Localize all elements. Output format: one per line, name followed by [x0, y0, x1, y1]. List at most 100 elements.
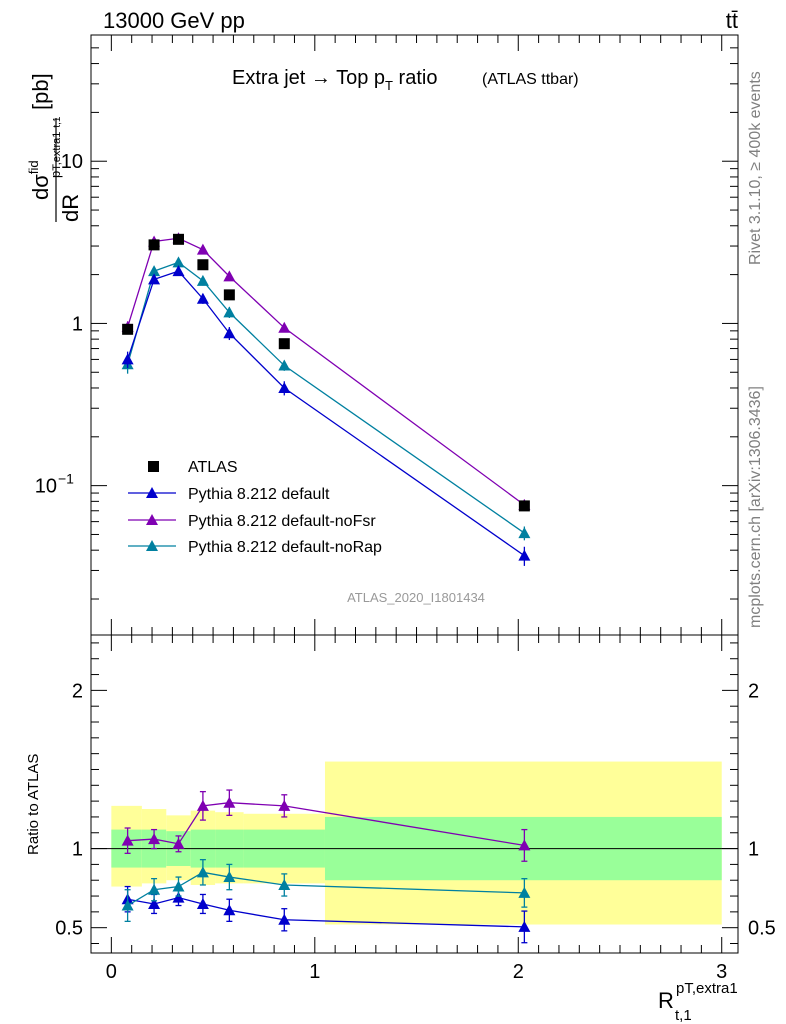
main-title: Extra jet → Top pT ratio (ATLAS ttbar): [232, 67, 579, 93]
x-axis-label: R pT,extra1 t,1: [658, 980, 738, 1024]
main-data-point: [148, 239, 160, 251]
legend-entry-default: Pythia 8.212 default: [128, 486, 330, 503]
ratio-marker: [223, 904, 236, 916]
rivet-label: Rivet 3.1.10, ≥ 400k events: [747, 71, 764, 265]
legend-entry-norap: Pythia 8.212 default-noRap: [128, 539, 382, 556]
ratio-marker: [121, 899, 134, 911]
ylabel-den: dR: [58, 194, 83, 222]
main-marker: [223, 306, 236, 318]
ratio-marker: [148, 833, 161, 845]
ratio-marker: [148, 883, 161, 895]
analysis-id: ATLAS_2020_I1801434: [347, 590, 485, 605]
ratio-marker: [278, 913, 291, 925]
main-y-label: dσfid pT,extra1t,1 dR [pb]: [26, 73, 83, 222]
ratio-marker: [278, 799, 291, 811]
main-marker: [223, 270, 236, 282]
legend-label-norap: Pythia 8.212 default-noRap: [188, 539, 382, 556]
ratio-x-tick-label: 2: [513, 961, 524, 983]
legend-entry-atlas: ATLAS: [148, 459, 238, 476]
main-data-point: [518, 500, 530, 512]
mcplots-label: mcplots.cern.ch [arXiv:1306.3436]: [747, 386, 764, 628]
ratio-x-tick-label: 3: [716, 961, 727, 983]
main-marker: [196, 292, 209, 304]
main-y-tick-label: 1: [72, 313, 83, 335]
title-main: Extra jet → Top p: [232, 67, 385, 89]
ylabel-d: d: [28, 188, 53, 200]
main-data-point: [122, 323, 134, 335]
main-data-point: [197, 259, 209, 271]
ratio-marker: [172, 891, 185, 903]
energy-label: 13000 GeV pp: [103, 8, 245, 33]
ratio-marker: [172, 880, 185, 892]
ratio-marker: [278, 878, 291, 890]
ratio-marker: [518, 839, 531, 851]
main-marker: [196, 243, 209, 255]
svg-text:Extra jet → Top pT ratio: Extra jet → Top pT ratio: [232, 67, 437, 93]
main-y-tick-label: 10: [61, 151, 83, 173]
ylabel-sigma: σ: [28, 174, 53, 188]
ratio-x-tick-label: 1: [309, 961, 320, 983]
legend-label-atlas: ATLAS: [188, 459, 238, 476]
main-marker: [518, 527, 531, 539]
legend-marker-default: [146, 487, 158, 498]
xlabel-sub: t,1: [675, 1007, 692, 1024]
main-data-point: [278, 338, 290, 350]
ratio-y-tick-label-left: 1: [72, 839, 83, 861]
ratio-marker: [148, 897, 161, 909]
legend-label-nofsr: Pythia 8.212 default-noFsr: [188, 513, 376, 530]
ratio-series: [121, 789, 531, 944]
ratio-marker: [518, 920, 531, 932]
process-label: tt̄: [726, 8, 738, 33]
ylabel-sub3: t,1: [52, 116, 63, 128]
main-data-point: [172, 233, 184, 245]
ratio-marker: [196, 897, 209, 909]
title-note: (ATLAS ttbar): [482, 71, 579, 88]
ratio-plot-frame: [90, 634, 739, 954]
main-marker: [172, 256, 185, 268]
ratio-marker: [196, 866, 209, 878]
ratio-marker: [223, 796, 236, 808]
main-marker: [148, 265, 161, 277]
main-y-tick-label: 10: [35, 476, 57, 498]
main-marker: [172, 265, 185, 277]
ratio-x-ticks: 0 1 2 3: [106, 635, 727, 983]
ratio-marker: [196, 799, 209, 811]
title-sub: T: [385, 78, 393, 93]
ratio-y-tick-label-right: 1: [748, 839, 759, 861]
main-marker: [121, 353, 134, 365]
main-marker: [148, 273, 161, 285]
xlabel-main: R: [658, 988, 674, 1013]
ratio-panel: 0.5 0.5 1 1 2 2 0 1 2 3 Ratio to ATLAS R pT,extr…: [25, 634, 776, 1024]
ratio-y-tick-label-right: 2: [748, 680, 759, 702]
main-marker: [196, 274, 209, 286]
legend-marker-atlas: [148, 461, 159, 472]
ratio-y-tick-label-left: 2: [72, 680, 83, 702]
ratio-x-tick-label: 0: [106, 961, 117, 983]
ratio-y-ticks: 0.5 0.5 1 1 2 2: [55, 642, 776, 945]
ylabel-sub2: T,extra1: [51, 132, 63, 171]
ratio-marker: [223, 871, 236, 883]
main-series: [121, 232, 531, 566]
ylabel-sup: fid: [26, 160, 41, 174]
ratio-marker: [518, 886, 531, 898]
ratio-y-tick-label-left: 0.5: [55, 918, 83, 940]
legend: ATLAS Pythia 8.212 default Pythia 8.212 …: [128, 459, 382, 556]
main-marker: [278, 381, 291, 393]
svg-text:dσfid: dσfid: [26, 160, 53, 200]
legend-marker-nofsr: [146, 514, 158, 525]
main-x-ticks: [110, 35, 723, 635]
legend-entry-nofsr: Pythia 8.212 default-noFsr: [128, 513, 376, 530]
ratio-marker: [172, 837, 185, 849]
main-marker: [223, 327, 236, 339]
xlabel-sup: pT,extra1: [676, 980, 738, 997]
main-marker: [278, 321, 291, 333]
main-data-point: [223, 289, 235, 301]
legend-label-default: Pythia 8.212 default: [188, 486, 330, 503]
legend-marker-norap: [146, 540, 158, 551]
ylabel-unit: [pb]: [28, 73, 53, 110]
ratio-y-label: Ratio to ATLAS: [25, 754, 42, 855]
ratio-marker: [121, 834, 134, 846]
